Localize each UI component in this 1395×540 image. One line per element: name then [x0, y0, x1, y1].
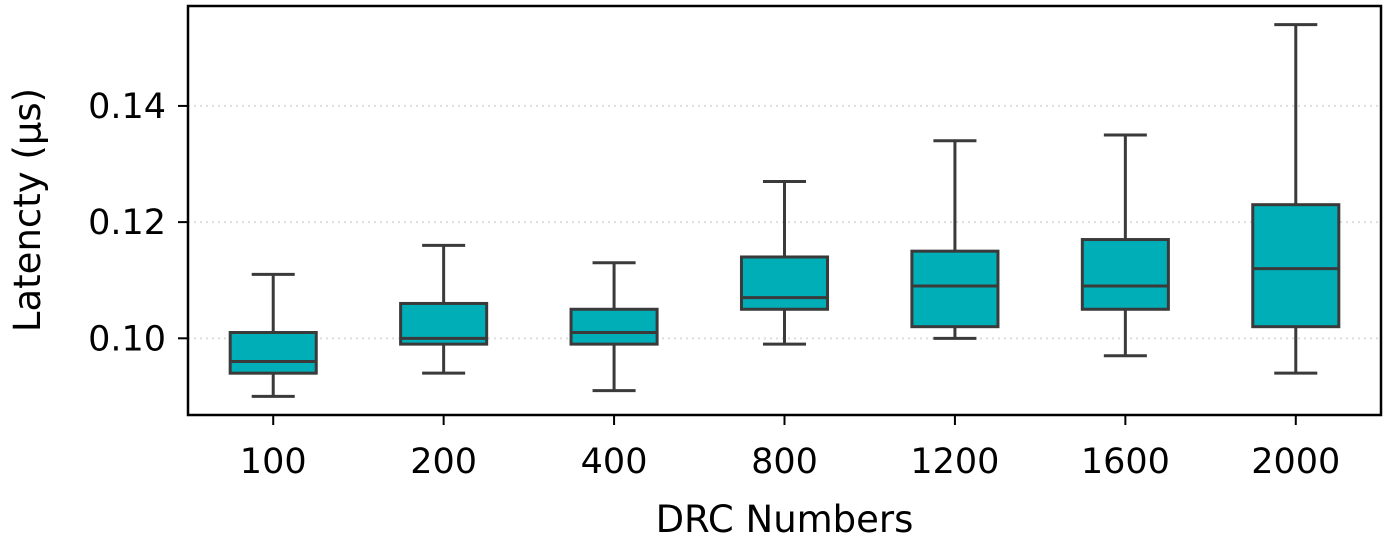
x-tick-label: 200	[410, 442, 477, 482]
x-axis-label: DRC Numbers	[656, 498, 914, 540]
x-tick-label: 400	[581, 442, 648, 482]
x-tick-label: 2000	[1251, 442, 1340, 482]
y-axis-label: Latencty (µs)	[6, 88, 49, 332]
box-iqr	[739, 255, 830, 311]
box-2000	[1251, 23, 1341, 375]
box-200	[399, 243, 489, 375]
y-tick-label: 0.12	[88, 203, 166, 243]
box-iqr	[1251, 203, 1341, 329]
y-axis: 0.10 0.12 0.14	[88, 87, 188, 359]
box-400	[569, 261, 659, 393]
grid-lines	[188, 104, 1381, 340]
y-tick-label: 0.10	[88, 319, 166, 359]
x-axis: 100 200 400 800 1200 1600 2000	[240, 415, 1340, 482]
y-tick-label: 0.14	[88, 87, 166, 127]
x-tick-label: 1600	[1081, 442, 1170, 482]
box-iqr	[910, 249, 1000, 329]
box-iqr	[228, 331, 318, 375]
box-800	[739, 179, 830, 346]
box-iqr	[569, 307, 659, 346]
x-tick-label: 1200	[910, 442, 999, 482]
x-tick-label: 800	[751, 442, 818, 482]
box-1200	[910, 139, 1000, 340]
box-iqr	[1080, 238, 1170, 311]
box-1600	[1080, 133, 1170, 358]
boxes	[228, 23, 1341, 398]
x-tick-label: 100	[240, 442, 307, 482]
box-100	[228, 272, 318, 398]
